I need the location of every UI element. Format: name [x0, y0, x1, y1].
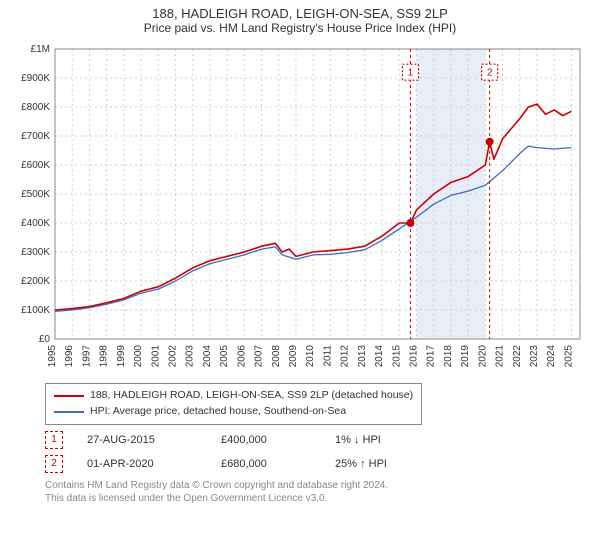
svg-text:2020: 2020 — [477, 345, 488, 368]
svg-text:1999: 1999 — [116, 345, 127, 368]
svg-text:2021: 2021 — [495, 345, 506, 368]
svg-text:£200K: £200K — [21, 276, 50, 287]
svg-text:£0: £0 — [39, 334, 51, 345]
svg-text:£300K: £300K — [21, 247, 50, 258]
svg-text:2017: 2017 — [426, 345, 437, 368]
chart-container: 188, HADLEIGH ROAD, LEIGH-ON-SEA, SS9 2L… — [0, 0, 600, 560]
sale-date: 27-AUG-2015 — [87, 434, 197, 446]
footnote-line: Contains HM Land Registry data © Crown c… — [45, 479, 580, 492]
svg-text:£900K: £900K — [21, 73, 50, 84]
line-chart-svg: £0 £100K £200K £300K £400K £500K £600K £700K £80… — [10, 39, 590, 379]
svg-text:2001: 2001 — [150, 345, 161, 368]
svg-text:£400K: £400K — [21, 218, 50, 229]
svg-text:2011: 2011 — [322, 345, 333, 367]
sales-table: 1 27-AUG-2015 £400,000 1% ↓ HPI 2 01-APR… — [45, 431, 580, 473]
svg-text:1997: 1997 — [81, 345, 92, 368]
footnote: Contains HM Land Registry data © Crown c… — [45, 479, 580, 505]
svg-text:1995: 1995 — [47, 345, 58, 368]
svg-text:£800K: £800K — [21, 102, 50, 113]
sale-date: 01-APR-2020 — [87, 458, 197, 470]
svg-text:2009: 2009 — [288, 345, 299, 368]
svg-text:2: 2 — [487, 68, 493, 79]
svg-text:2018: 2018 — [443, 345, 454, 368]
svg-text:1: 1 — [408, 68, 414, 79]
svg-text:2015: 2015 — [391, 345, 402, 368]
table-row: 2 01-APR-2020 £680,000 25% ↑ HPI — [45, 455, 580, 473]
sale-marker: 2 — [45, 455, 63, 473]
sale-marker: 1 — [45, 431, 63, 449]
legend-row: 188, HADLEIGH ROAD, LEIGH-ON-SEA, SS9 2L… — [54, 388, 413, 404]
svg-text:2003: 2003 — [185, 345, 196, 368]
svg-text:2002: 2002 — [167, 345, 178, 368]
svg-text:£100K: £100K — [21, 305, 50, 316]
svg-text:1996: 1996 — [64, 345, 75, 368]
svg-text:£500K: £500K — [21, 189, 50, 200]
svg-text:2022: 2022 — [512, 345, 523, 368]
svg-text:2014: 2014 — [374, 345, 385, 368]
svg-text:2019: 2019 — [460, 345, 471, 368]
svg-text:2023: 2023 — [529, 345, 540, 368]
svg-text:2004: 2004 — [202, 345, 213, 368]
svg-text:2012: 2012 — [340, 345, 351, 368]
svg-text:£700K: £700K — [21, 131, 50, 142]
svg-text:£600K: £600K — [21, 160, 50, 171]
svg-text:2007: 2007 — [254, 345, 265, 368]
footnote-line: This data is licensed under the Open Gov… — [45, 492, 580, 505]
chart-subtitle: Price paid vs. HM Land Registry's House … — [0, 21, 600, 35]
legend-swatch — [54, 395, 84, 397]
svg-text:2013: 2013 — [357, 345, 368, 368]
svg-text:£1M: £1M — [31, 44, 50, 55]
svg-text:2016: 2016 — [408, 345, 419, 368]
svg-text:2000: 2000 — [133, 345, 144, 368]
legend-row: HPI: Average price, detached house, Sout… — [54, 404, 413, 420]
svg-text:2005: 2005 — [219, 345, 230, 368]
svg-text:2010: 2010 — [305, 345, 316, 368]
legend-label: HPI: Average price, detached house, Sout… — [90, 404, 346, 420]
sale-pct-vs-hpi: 1% ↓ HPI — [335, 434, 415, 446]
sale-price: £400,000 — [221, 434, 311, 446]
svg-text:1998: 1998 — [99, 345, 110, 368]
svg-text:2024: 2024 — [546, 345, 557, 368]
svg-text:2025: 2025 — [563, 345, 574, 368]
table-row: 1 27-AUG-2015 £400,000 1% ↓ HPI — [45, 431, 580, 449]
svg-text:2008: 2008 — [271, 345, 282, 368]
chart-title: 188, HADLEIGH ROAD, LEIGH-ON-SEA, SS9 2L… — [0, 0, 600, 21]
sale-price: £680,000 — [221, 458, 311, 470]
chart-plot-area: £0 £100K £200K £300K £400K £500K £600K £700K £80… — [10, 39, 590, 379]
legend-swatch — [54, 411, 84, 413]
legend-label: 188, HADLEIGH ROAD, LEIGH-ON-SEA, SS9 2L… — [90, 388, 413, 404]
legend: 188, HADLEIGH ROAD, LEIGH-ON-SEA, SS9 2L… — [45, 383, 422, 425]
svg-text:2006: 2006 — [236, 345, 247, 368]
sale-pct-vs-hpi: 25% ↑ HPI — [335, 458, 415, 470]
